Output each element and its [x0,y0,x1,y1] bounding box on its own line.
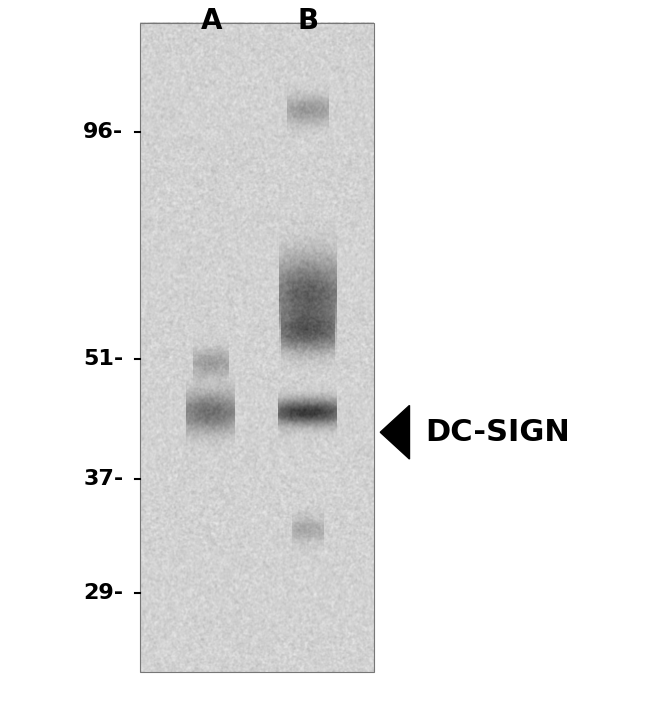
Text: 96-: 96- [83,122,124,141]
Text: B: B [298,6,318,35]
Bar [140,23,374,672]
Text: 51-: 51- [83,349,124,369]
Text: 37-: 37- [83,469,124,489]
Text: A: A [200,6,222,35]
Text: DC-SIGN: DC-SIGN [426,418,571,447]
Text: 29-: 29- [83,583,124,603]
Polygon shape [380,405,410,459]
